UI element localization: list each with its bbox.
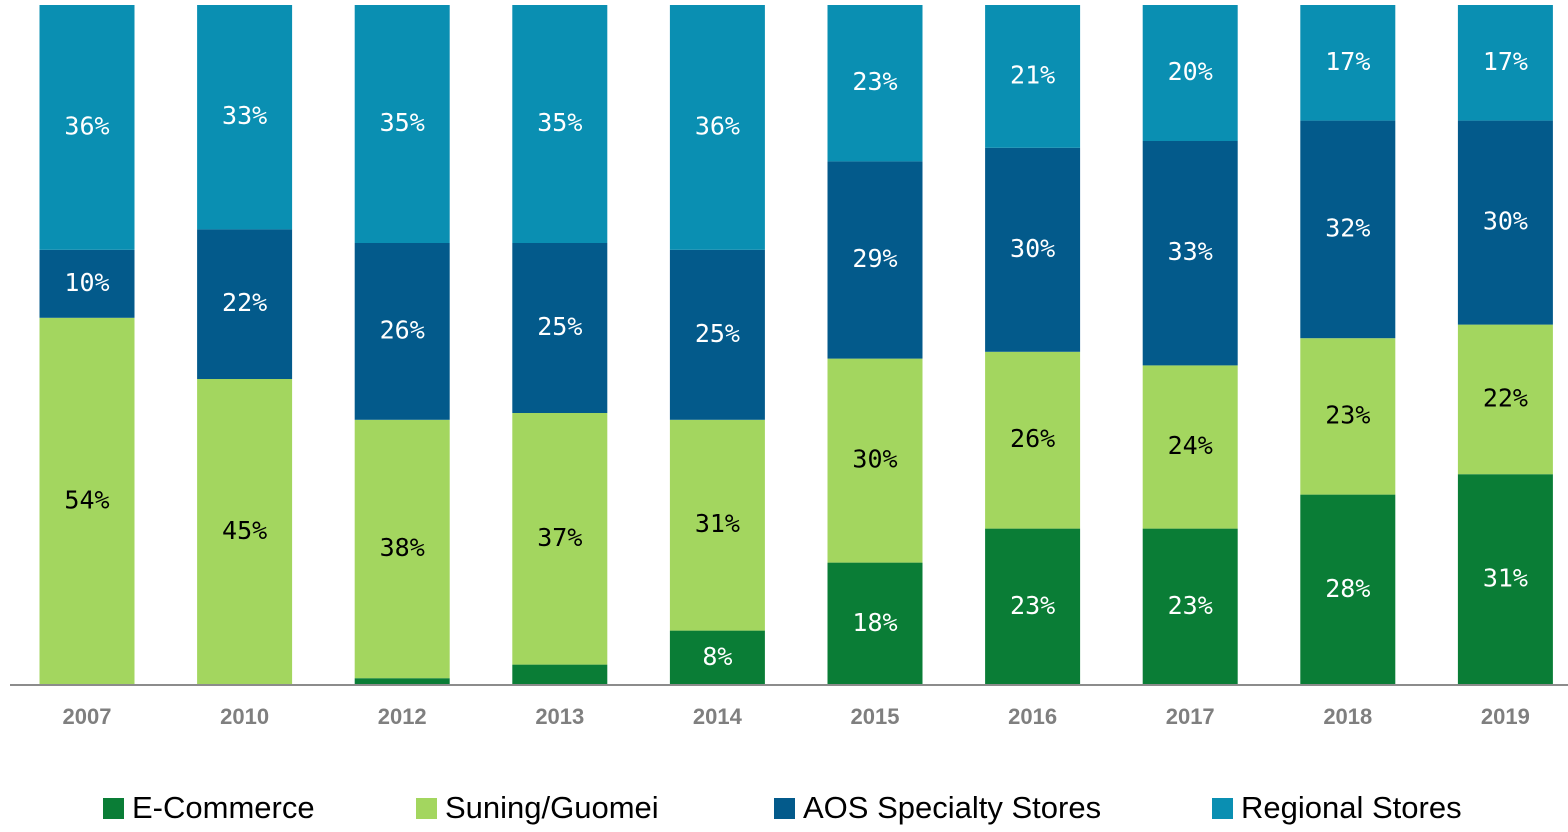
value-label: 36% xyxy=(695,111,740,140)
x-tick-label: 2019 xyxy=(1481,704,1530,729)
bar-segment xyxy=(39,249,135,318)
bar-segment xyxy=(827,358,923,563)
bar-segment xyxy=(197,229,293,379)
x-tick-label: 2012 xyxy=(378,704,427,729)
legend-label: E-Commerce xyxy=(132,790,315,825)
bar-segment xyxy=(1457,324,1553,475)
value-label: 8% xyxy=(702,642,732,671)
value-label: 37% xyxy=(537,523,582,552)
bar-segment xyxy=(354,678,450,685)
value-label: 30% xyxy=(1483,207,1528,236)
value-label: 10% xyxy=(64,268,109,297)
x-tick-label: 2018 xyxy=(1323,704,1372,729)
value-label: 23% xyxy=(1168,591,1213,620)
value-label: 26% xyxy=(380,315,425,344)
value-label: 31% xyxy=(1483,564,1528,593)
bar-segment xyxy=(1457,5,1553,121)
value-label: 22% xyxy=(1483,383,1528,412)
value-label: 35% xyxy=(380,108,425,137)
bar-segment xyxy=(1300,338,1396,495)
bar-segment xyxy=(669,5,765,250)
value-label: 25% xyxy=(537,312,582,341)
bar-segment xyxy=(669,419,765,631)
legend-swatch xyxy=(103,798,124,819)
bar-segment xyxy=(354,5,450,243)
value-label: 23% xyxy=(852,67,897,96)
bar-segment xyxy=(512,664,608,685)
bar-segment xyxy=(985,5,1081,148)
value-label: 33% xyxy=(1168,237,1213,266)
value-label: 28% xyxy=(1325,574,1370,603)
x-tick-label: 2017 xyxy=(1166,704,1215,729)
bar-segment xyxy=(39,5,135,250)
bar-segment xyxy=(354,243,450,420)
value-label: 36% xyxy=(64,111,109,140)
value-label: 35% xyxy=(537,108,582,137)
bar-segment xyxy=(1457,474,1553,685)
value-label: 29% xyxy=(852,244,897,273)
value-label: 22% xyxy=(222,288,267,317)
bar-segment xyxy=(354,419,450,679)
bar-segment xyxy=(1142,5,1238,141)
value-label: 31% xyxy=(695,509,740,538)
bar-segment xyxy=(985,147,1081,352)
value-label: 38% xyxy=(380,533,425,562)
bar-segment xyxy=(669,249,765,420)
value-label: 23% xyxy=(1325,400,1370,429)
value-label: 45% xyxy=(222,516,267,545)
bar-segment xyxy=(1300,120,1396,339)
x-tick-label: 2013 xyxy=(535,704,584,729)
bar-segment xyxy=(1457,120,1553,325)
value-label: 33% xyxy=(222,101,267,130)
legend-label: Suning/Guomei xyxy=(445,790,659,825)
bar-segment xyxy=(512,5,608,243)
bar-segment xyxy=(1142,365,1238,529)
value-label: 26% xyxy=(1010,424,1055,453)
bar-segment xyxy=(197,379,293,685)
bar-segment xyxy=(197,5,293,230)
bar-segment xyxy=(512,413,608,665)
bar-segment xyxy=(827,161,923,359)
bar-segment xyxy=(1300,5,1396,121)
bar-segment xyxy=(985,528,1081,685)
bar-segment xyxy=(985,351,1081,529)
bar-segment xyxy=(512,243,608,413)
bar-segment xyxy=(827,562,923,685)
value-label: 20% xyxy=(1168,57,1213,86)
x-tick-label: 2016 xyxy=(1008,704,1057,729)
value-label: 18% xyxy=(852,608,897,637)
x-tick-label: 2007 xyxy=(63,704,112,729)
value-label: 30% xyxy=(1010,234,1055,263)
value-label: 30% xyxy=(852,445,897,474)
x-tick-label: 2014 xyxy=(693,704,743,729)
value-label: 25% xyxy=(695,319,740,348)
bar-segment xyxy=(39,317,135,685)
bar-segment xyxy=(1300,494,1396,685)
legend-swatch xyxy=(416,798,437,819)
value-label: 21% xyxy=(1010,60,1055,89)
value-label: 24% xyxy=(1168,431,1213,460)
x-tick-label: 2010 xyxy=(220,704,269,729)
bar-segment xyxy=(669,630,765,685)
value-label: 17% xyxy=(1325,47,1370,76)
legend-swatch xyxy=(774,798,795,819)
bar-segment xyxy=(1142,141,1238,366)
value-label: 32% xyxy=(1325,213,1370,242)
x-tick-label: 2015 xyxy=(851,704,900,729)
bar-segment xyxy=(827,5,923,162)
legend-label: Regional Stores xyxy=(1241,790,1462,825)
bar-segment xyxy=(1142,528,1238,685)
value-label: 23% xyxy=(1010,591,1055,620)
value-label: 17% xyxy=(1483,47,1528,76)
legend-swatch xyxy=(1212,798,1233,819)
value-label: 54% xyxy=(64,485,109,514)
legend-label: AOS Specialty Stores xyxy=(803,790,1101,825)
